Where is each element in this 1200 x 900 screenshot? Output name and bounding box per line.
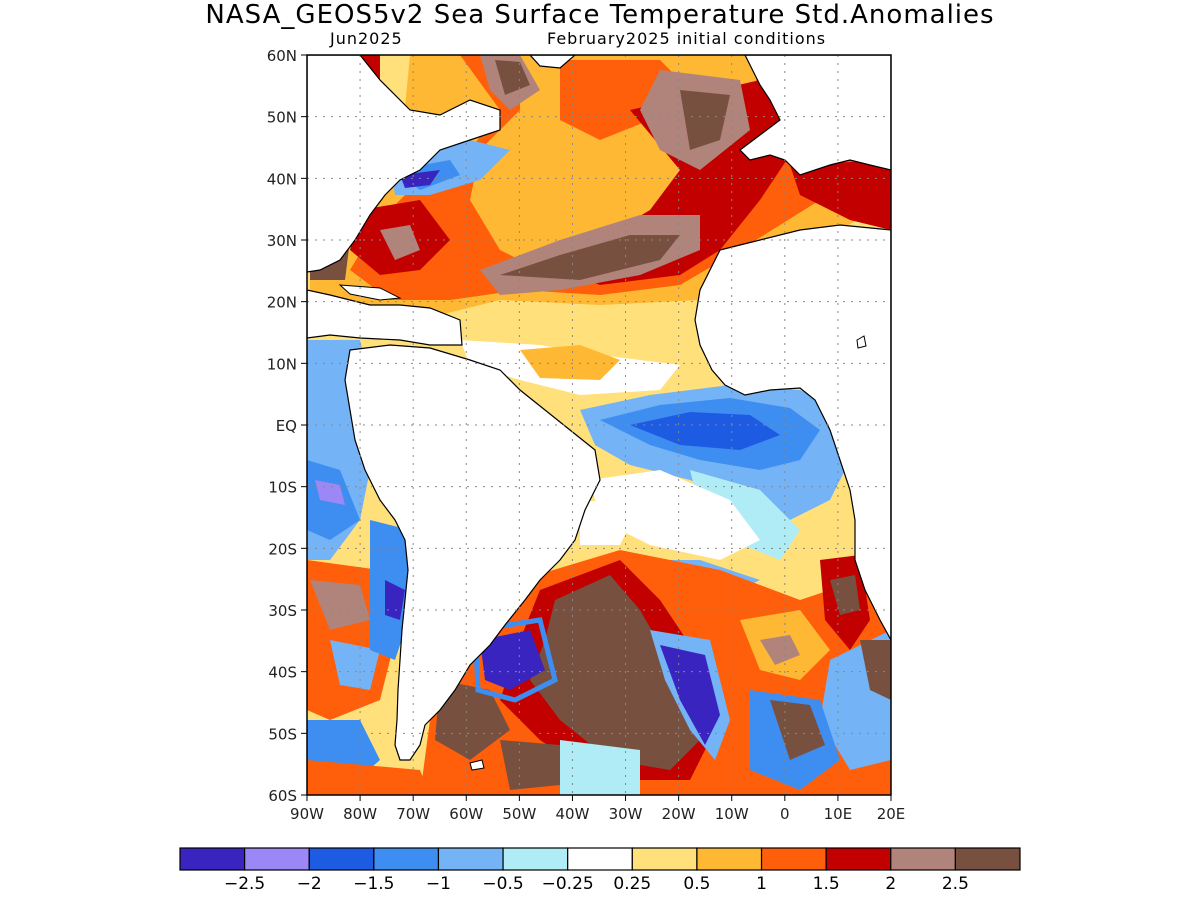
lat-tick-label: 10S: [268, 479, 297, 497]
lon-tick-label: 20W: [662, 805, 696, 823]
colorbar-swatch: [244, 847, 310, 871]
lat-tick-label: 50S: [268, 725, 297, 743]
colorbar-swatch: [179, 847, 246, 871]
colorbar-swatch: [760, 847, 827, 871]
colorbar-swatch: [825, 847, 892, 871]
colorbar-swatch: [567, 847, 633, 871]
colorbar-tick-label: 2: [885, 874, 896, 894]
lat-tick-label: 40S: [268, 664, 297, 682]
colorbar-swatch: [373, 847, 440, 871]
lon-tick-label: 20E: [877, 805, 906, 823]
colorbar-swatch: [696, 847, 763, 871]
colorbar-tick-label: 2.5: [942, 874, 969, 894]
colorbar-tick-label: 1.5: [813, 874, 840, 894]
lon-tick-label: 50W: [502, 805, 536, 823]
lat-tick-label: 40N: [267, 170, 297, 188]
colorbar-swatch: [502, 847, 569, 871]
lon-tick-label: 0: [780, 805, 790, 823]
colorbar-swatch: [954, 847, 1021, 871]
initial-conditions-label: February2025 initial conditions: [547, 29, 827, 48]
lon-tick-label: 60W: [449, 805, 483, 823]
colorbar-swatch: [437, 847, 504, 871]
lat-tick-label: EQ: [276, 417, 297, 435]
latitude-axis: 60N 50N 40N 30N 20N 10N EQ 10S 20S 30S 40S 50S 60S: [267, 47, 307, 805]
longitude-axis: 90W 80W 70W 60W 50W 40W 30W 20W 10W 0 10E 20E: [290, 795, 905, 823]
colorbar-swatch: [890, 847, 956, 871]
colorbar-labels: −2.5 −2 −1.5 −1 −0.5 −0.25 0.25 0.5 1 1.5 2 2.5: [224, 874, 969, 894]
anomaly-field: [307, 55, 891, 795]
lat-tick-label: 30S: [268, 602, 297, 620]
colorbar-swatch: [308, 847, 375, 871]
colorbar-tick-label: −2.5: [224, 874, 265, 894]
land-masses: [307, 55, 891, 771]
colorbar-tick-label: −2: [297, 874, 322, 894]
lon-tick-label: 90W: [290, 805, 324, 823]
colorbar-tick-label: 0.25: [613, 874, 651, 894]
lat-tick-label: 20S: [268, 540, 297, 558]
colorbar-tick-label: −0.25: [542, 874, 594, 894]
map-gridlines: [307, 55, 891, 795]
lon-tick-label: 40W: [555, 805, 589, 823]
colorbar-tick-label: 1: [756, 874, 767, 894]
colorbar-swatch: [631, 847, 698, 871]
colorbar-tick-label: −1: [426, 874, 451, 894]
colorbar-tick-label: 0.5: [683, 874, 710, 894]
colorbar: [179, 847, 1021, 871]
map-title: NASA_GEOS5v2 Sea Surface Temperature Std…: [205, 0, 995, 30]
colorbar-tick-label: −1.5: [353, 874, 394, 894]
lat-tick-label: 50N: [267, 109, 297, 127]
lat-tick-label: 10N: [267, 355, 297, 373]
lon-tick-label: 10E: [824, 805, 853, 823]
colorbar-tick-label: −0.5: [482, 874, 523, 894]
lon-tick-label: 10W: [715, 805, 749, 823]
lat-tick-label: 30N: [267, 232, 297, 250]
lon-tick-label: 30W: [609, 805, 643, 823]
forecast-month-label: Jun2025: [330, 29, 403, 48]
lat-tick-label: 60N: [267, 47, 297, 65]
lon-tick-label: 70W: [396, 805, 430, 823]
lat-tick-label: 20N: [267, 294, 297, 312]
lat-tick-label: 60S: [268, 787, 297, 805]
lon-tick-label: 80W: [343, 805, 377, 823]
